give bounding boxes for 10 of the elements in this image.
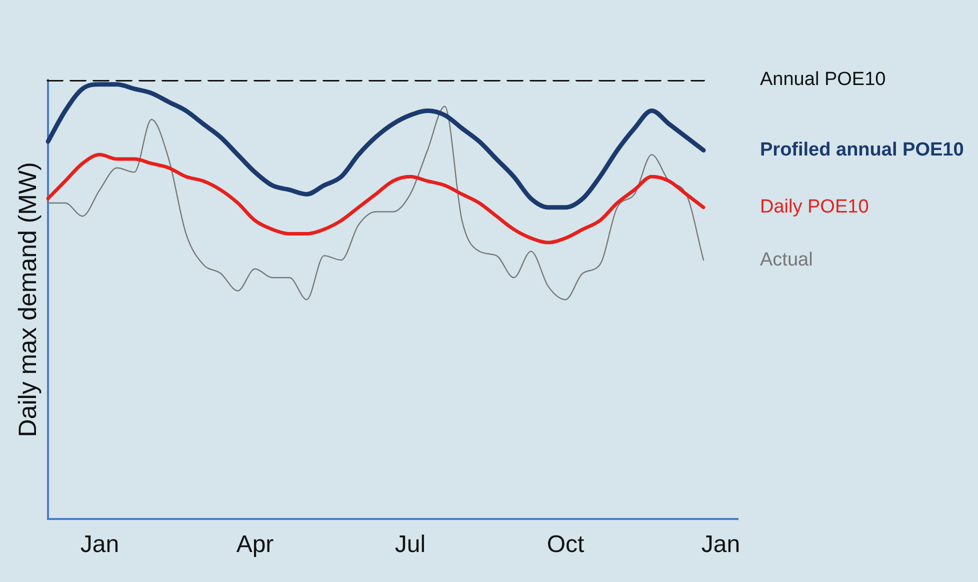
x-tick-label: Jan (80, 531, 120, 558)
text: Daily POE10 (760, 196, 869, 218)
y-axis-title: Daily max demand (MW) (14, 162, 42, 438)
x-tick-label: Oct (546, 531, 584, 558)
x-tick-label: Apr (236, 531, 274, 558)
text: Actual (760, 249, 813, 270)
x-tick-label: Jul (394, 531, 426, 558)
text: Annual POE10 (760, 69, 886, 90)
text: Profiled annual POE10 (760, 140, 964, 161)
x-tick-label: Jan (701, 531, 740, 558)
